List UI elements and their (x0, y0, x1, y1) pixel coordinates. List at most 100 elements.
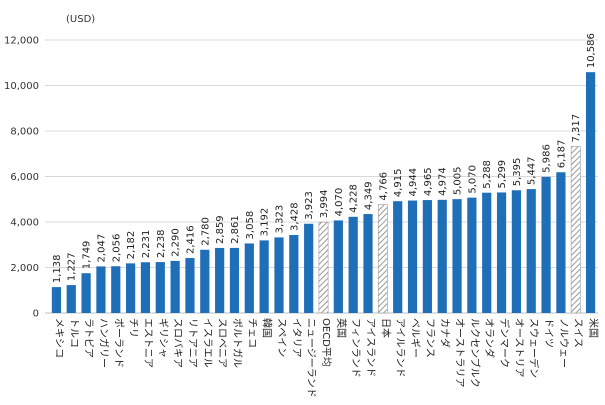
bar (467, 197, 477, 313)
x-tick-label: アイスランド (365, 318, 377, 377)
x-tick-label: 英国 (335, 318, 348, 338)
x-tick-label: ラトビア (83, 318, 95, 358)
bar (155, 262, 165, 313)
bar (229, 247, 240, 313)
data-label: 7,317 (571, 114, 582, 143)
data-label: 3,923 (304, 191, 315, 220)
x-tick-label: スロベニア (216, 318, 228, 368)
y-tick-label: 4,000 (10, 218, 39, 229)
x-tick-label: エストニア (142, 318, 153, 368)
bar-layer (51, 72, 596, 314)
data-label: 2,861 (230, 215, 241, 244)
x-tick-label: ハンガリー (97, 318, 109, 368)
x-tick-label: ドイツ (543, 318, 554, 348)
x-tick-label: メキシコ (53, 318, 64, 358)
x-tick-label: フランス (424, 318, 436, 358)
data-label: 5,986 (542, 144, 553, 173)
data-label: 3,192 (260, 208, 271, 237)
y-tick-label: 6,000 (10, 172, 39, 183)
data-label: 1,138 (52, 254, 63, 283)
bar (244, 243, 254, 313)
bar (200, 249, 210, 313)
y-tick-label: 2,000 (10, 263, 39, 274)
x-tick-label: スロバキア (172, 318, 184, 368)
data-label: 5,070 (467, 165, 478, 194)
data-label: 2,780 (200, 217, 211, 246)
bar (185, 258, 195, 313)
x-tick-label: チェコ (246, 318, 258, 348)
bar (348, 216, 358, 313)
bar (111, 266, 121, 313)
bar (274, 237, 284, 313)
bar (541, 176, 551, 313)
bar (585, 72, 596, 313)
y-tick-label: 10,000 (4, 81, 39, 92)
data-label: 3,058 (245, 211, 256, 240)
bar (363, 214, 373, 313)
x-tick-label: スイス (572, 318, 583, 348)
bar (333, 220, 343, 313)
x-tick-label: イスラエル (201, 318, 213, 368)
x-tick-label: オランダ (483, 318, 496, 358)
data-label: 4,915 (393, 169, 404, 198)
data-label: 4,965 (423, 167, 434, 196)
data-label: 2,238 (156, 229, 167, 258)
bar (81, 273, 91, 313)
data-label: 4,974 (438, 167, 449, 196)
bar (51, 287, 62, 313)
bar (393, 201, 403, 313)
bar (377, 204, 388, 314)
bar (215, 247, 225, 313)
x-tick-label: ニュージーランド (305, 318, 317, 398)
bar (259, 240, 269, 313)
x-tick-label: チリ (127, 318, 139, 338)
data-label: 5,005 (453, 166, 464, 195)
x-tick-label: ノルウェー (557, 318, 569, 368)
bar (526, 189, 536, 313)
bar (496, 192, 507, 313)
x-tick-label: ルクセンブルク (468, 318, 481, 388)
bar (407, 200, 418, 313)
bar (66, 285, 76, 313)
data-label: 3,323 (274, 205, 285, 234)
data-label: 10,586 (586, 33, 597, 68)
data-label: 2,416 (185, 225, 196, 254)
data-label: 3,994 (319, 189, 330, 218)
x-tick-label: アイルランド (394, 318, 406, 378)
bar (96, 266, 106, 313)
data-label: 1,749 (82, 241, 93, 270)
bar (511, 190, 521, 313)
unit-label: (USD) (66, 14, 95, 25)
bar (437, 199, 447, 313)
bar (140, 262, 151, 313)
data-label: 2,047 (96, 234, 107, 263)
data-label: 2,231 (141, 230, 152, 259)
data-label: 2,859 (215, 215, 226, 244)
x-tick-label: 日本 (379, 318, 392, 338)
x-tick-label: ポーランド (112, 318, 124, 368)
data-label: 2,056 (111, 234, 122, 263)
x-tick-label: 米国 (587, 318, 600, 338)
data-label: 4,070 (334, 188, 345, 217)
data-label: 3,428 (289, 202, 300, 231)
bar (452, 199, 462, 313)
x-tick-label: 韓国 (261, 318, 273, 338)
x-tick-label: オーストリア (513, 318, 525, 378)
bar (126, 263, 136, 313)
x-tick-label: オーストラリア (454, 318, 466, 388)
y-tick-label: 0 (33, 309, 39, 320)
data-label: 5,395 (512, 158, 523, 187)
x-tick-label: OECD平均 (320, 318, 332, 367)
bar (482, 192, 492, 313)
data-label: 4,944 (408, 168, 419, 197)
x-tick-label: スウェーデン (528, 318, 541, 378)
x-tick-label: スペイン (275, 318, 286, 357)
data-label: 4,228 (349, 184, 360, 213)
data-label: 2,290 (171, 228, 182, 257)
x-tick-label: ギリシャ (157, 318, 169, 358)
data-label: 2,182 (126, 231, 137, 260)
x-tick-label: ベルギー (409, 318, 421, 358)
x-tick-label: カナダ (439, 318, 452, 348)
